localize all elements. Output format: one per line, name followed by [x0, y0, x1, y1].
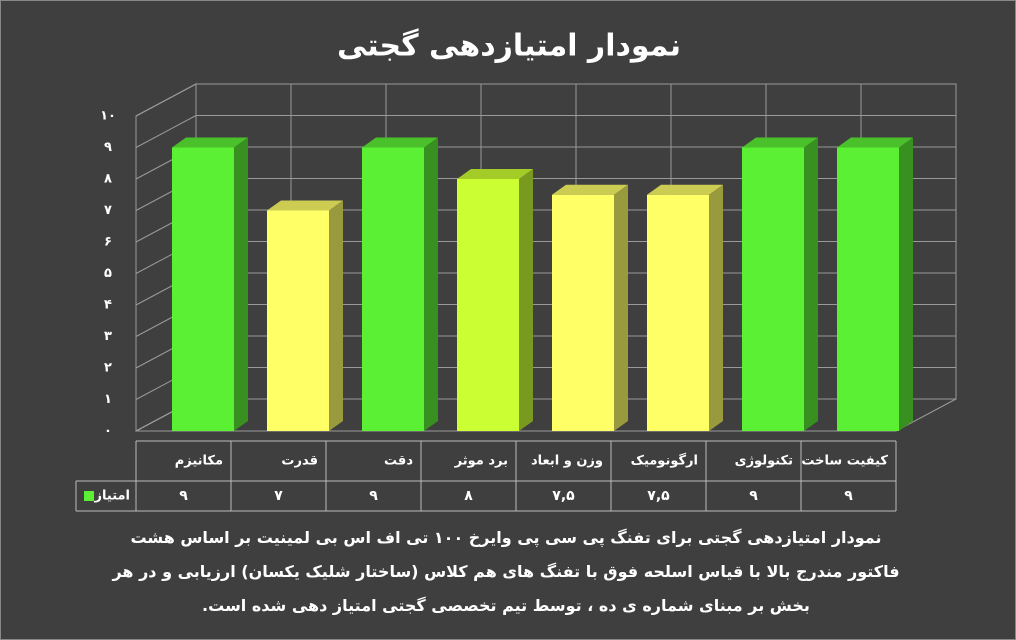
x-tick-label: قدرت [281, 454, 318, 469]
table-value: ۷,۵ [647, 488, 670, 504]
grid-line [135, 83, 197, 117]
x-tick-label: برد موثر [454, 454, 508, 469]
y-tick-label: ۲ [104, 361, 112, 376]
chart: نمودار امتیازدهی گجتی ۰ ۱ ۲ ۳ ۴ ۵ ۶ ۷ ۸ ۹ ۱۰ امتیاز… [75, 28, 957, 512]
bar [647, 194, 709, 431]
y-tick-label: ۰ [104, 424, 112, 439]
bar-top [172, 137, 248, 148]
bar [172, 147, 234, 431]
y-tick-label: ۵ [104, 266, 112, 281]
x-tick-label: کیفیت ساخت [801, 454, 888, 469]
bar [362, 147, 424, 431]
x-tick-label: ارگونومیک [631, 453, 698, 469]
x-tick-label: مکانیزم [175, 454, 223, 469]
table-value: ۷ [274, 488, 283, 504]
bar-side [329, 200, 343, 431]
legend-key [84, 491, 94, 501]
legend-label: امتیاز [94, 489, 130, 504]
table-value: ۸ [464, 488, 473, 504]
bar-side [804, 137, 818, 431]
y-tick-label: ۷ [104, 203, 112, 218]
bar-side [519, 169, 533, 431]
bar-side [424, 137, 438, 431]
bar-top [267, 200, 343, 211]
bar [837, 147, 899, 431]
bar-top [647, 184, 723, 195]
bar-side [614, 184, 628, 431]
bar-side [234, 137, 248, 431]
x-tick-label: وزن و ابعاد [531, 454, 603, 469]
y-tick-label: ۴ [104, 298, 112, 313]
y-tick-label: ۳ [104, 329, 112, 344]
bar-top [552, 184, 628, 195]
bar-top [742, 137, 818, 148]
table-value: ۹ [179, 488, 188, 504]
bar [742, 147, 804, 431]
x-tick-label: دقت [384, 454, 413, 469]
table-value: ۹ [749, 488, 758, 504]
y-tick-label: ۱۰ [100, 109, 116, 124]
bar [457, 179, 519, 431]
caption: نمودار امتیازدهی گجتی برای تفنگ پی سی پی… [112, 528, 900, 615]
bar-top [362, 137, 438, 148]
table-value: ۹ [844, 488, 853, 504]
grid-line [135, 115, 197, 148]
y-tick-label: ۶ [104, 235, 112, 250]
bar-side [709, 184, 723, 431]
table-value: ۹ [369, 488, 378, 504]
y-tick-label: ۸ [104, 172, 112, 187]
bar [267, 210, 329, 431]
bar [552, 194, 614, 431]
x-tick-label: تکنولوژی [735, 454, 793, 469]
y-tick-label: ۱ [104, 392, 112, 407]
y-tick-label: ۹ [104, 140, 112, 155]
bar-top [837, 137, 913, 148]
table-value: ۷,۵ [552, 488, 575, 504]
floor [135, 398, 957, 432]
bar-top [457, 169, 533, 179]
chart-title: نمودار امتیازدهی گجتی [337, 28, 681, 64]
bar-side [899, 137, 913, 431]
